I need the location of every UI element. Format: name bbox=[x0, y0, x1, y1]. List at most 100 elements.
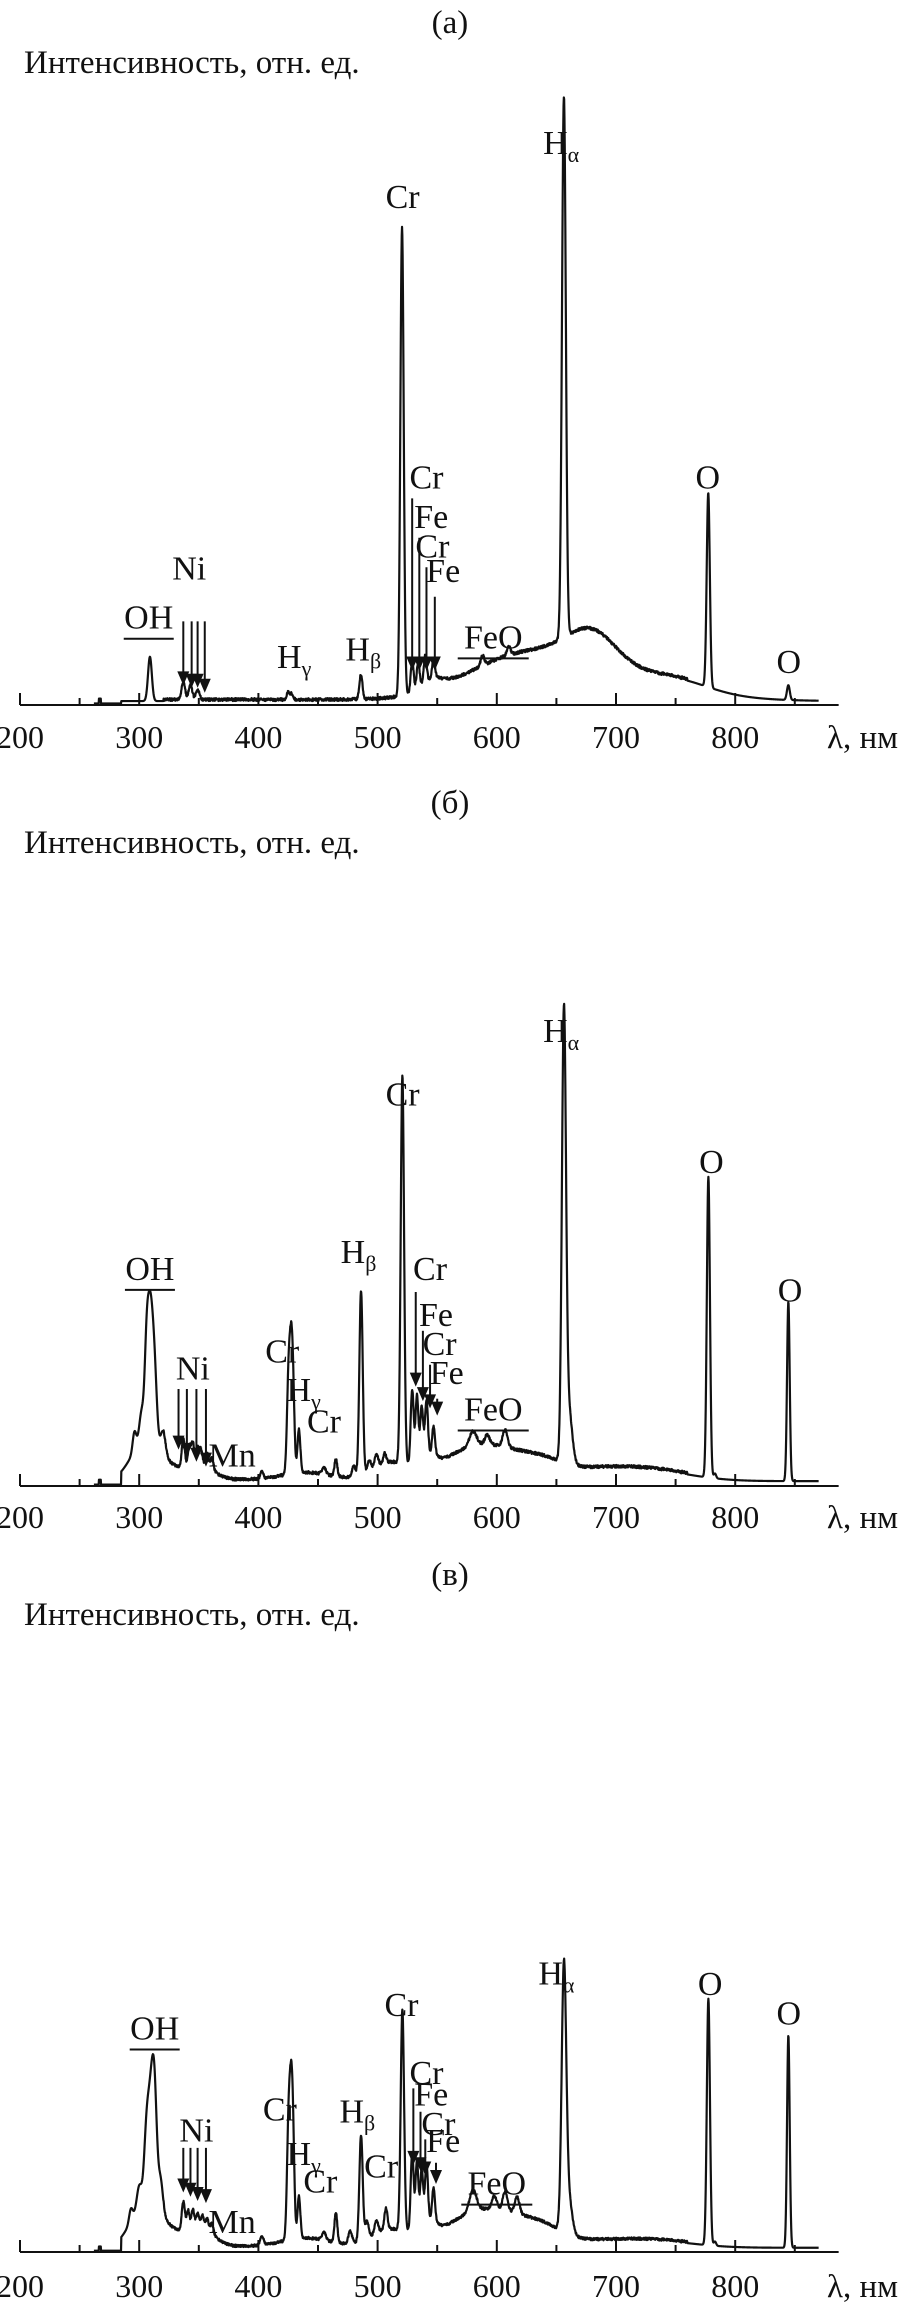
peak-annotation: Ni bbox=[176, 1350, 210, 1387]
x-tick-label: 500 bbox=[354, 719, 402, 755]
peak-annotation: Fe bbox=[414, 499, 448, 536]
peak-annotation: Cr bbox=[415, 528, 450, 565]
arrow-head bbox=[416, 1387, 429, 1402]
peak-annotation: Mn bbox=[209, 2204, 256, 2241]
panel-label: (в) bbox=[431, 1557, 469, 1593]
spectrum-line bbox=[93, 1002, 820, 1486]
arrow-head bbox=[420, 656, 433, 671]
x-tick-label: 500 bbox=[354, 1499, 402, 1535]
peak-annotation: O bbox=[698, 1966, 723, 2003]
x-tick-label: 400 bbox=[234, 2268, 282, 2304]
x-tick-label: 700 bbox=[592, 1499, 640, 1535]
x-tick-label: 300 bbox=[115, 719, 163, 755]
x-tick-label: 400 bbox=[234, 1499, 282, 1535]
peak-annotation: FeO bbox=[468, 2166, 527, 2203]
peak-annotation: Ni bbox=[172, 551, 206, 588]
arrow-head bbox=[177, 671, 190, 686]
arrow-head bbox=[184, 2182, 197, 2197]
x-tick-label: 700 bbox=[592, 719, 640, 755]
arrow-head bbox=[180, 1442, 193, 1457]
y-axis-label: Интенсивность, отн. ед. bbox=[24, 825, 360, 861]
peak-annotation: Fe bbox=[419, 1297, 453, 1334]
arrow-head bbox=[409, 1372, 422, 1387]
peak-annotation: Cr bbox=[409, 460, 444, 497]
peak-annotation: Hβ bbox=[339, 2093, 375, 2135]
peak-annotation: Cr bbox=[421, 2106, 456, 2143]
arrow-head bbox=[407, 2150, 420, 2165]
spectrum-line bbox=[93, 96, 820, 705]
peak-annotation: Cr bbox=[364, 2149, 399, 2186]
peak-annotation: OH bbox=[124, 600, 173, 637]
peak-annotation: Hβ bbox=[341, 1234, 377, 1276]
x-tick-label: 200 bbox=[0, 1499, 44, 1535]
x-tick-label: 800 bbox=[711, 2268, 759, 2304]
panel-a: (а) Интенсивность, отн. ед. λ, нм 200 300… bbox=[0, 5, 898, 756]
peak-annotation: Fe bbox=[414, 2076, 448, 2113]
peak-annotation: O bbox=[699, 1144, 724, 1181]
peak-annotation: Fe bbox=[430, 1355, 464, 1392]
x-tick-label: 200 bbox=[0, 2268, 44, 2304]
arrow-head bbox=[172, 1435, 185, 1450]
peak-annotation: Cr bbox=[409, 2055, 444, 2092]
peak-annotation: Ni bbox=[179, 2113, 213, 2150]
peak-annotation: Hγ bbox=[277, 639, 312, 681]
x-tick-label: 300 bbox=[115, 2268, 163, 2304]
x-tick-label: 600 bbox=[473, 719, 521, 755]
arrow-head bbox=[199, 2189, 212, 2204]
arrow-head bbox=[199, 1452, 212, 1467]
y-axis-label: Интенсивность, отн. ед. bbox=[24, 1597, 360, 1633]
x-axis-label: λ, нм bbox=[827, 1500, 898, 1536]
panel-c: (в) Интенсивность, отн. ед. λ, нм 200 300… bbox=[0, 1557, 898, 2305]
peak-annotation: Cr bbox=[423, 1326, 458, 1363]
peak-annotation: OH bbox=[130, 2011, 179, 2048]
x-axis-label: λ, нм bbox=[827, 2269, 898, 2305]
x-tick-label: 600 bbox=[473, 1499, 521, 1535]
arrow-head bbox=[191, 673, 204, 688]
x-tick-label: 500 bbox=[354, 2268, 402, 2304]
peak-annotation: O bbox=[777, 1996, 802, 2033]
peak-annotation: Hβ bbox=[345, 632, 381, 674]
y-axis-label: Интенсивность, отн. ед. bbox=[24, 45, 360, 81]
panel-b: (б) Интенсивность, отн. ед. λ, нм 200 300… bbox=[0, 785, 898, 1536]
peak-annotation: Cr bbox=[263, 2091, 298, 2128]
x-tick-label: 800 bbox=[711, 719, 759, 755]
peak-annotation: Cr bbox=[307, 1404, 342, 1441]
arrow-head bbox=[191, 2187, 204, 2201]
peak-annotation: Cr bbox=[386, 1076, 421, 1113]
arrow-head bbox=[190, 1447, 203, 1462]
peak-annotation: Mn bbox=[209, 1438, 256, 1475]
x-tick-label: 200 bbox=[0, 719, 44, 755]
peak-annotation: Hα bbox=[543, 1013, 580, 1055]
peak-annotation: O bbox=[778, 1273, 803, 1310]
panel-label: (б) bbox=[431, 785, 470, 821]
peak-annotation: O bbox=[777, 644, 802, 681]
x-tick-label: 700 bbox=[592, 2268, 640, 2304]
peak-annotation: Cr bbox=[413, 1251, 448, 1288]
peak-annotation: Hα bbox=[538, 1955, 575, 1997]
arrow-head bbox=[424, 1394, 437, 1409]
x-tick-label: 800 bbox=[711, 1499, 759, 1535]
arrow-head bbox=[419, 2161, 432, 2176]
peak-annotation: Cr bbox=[384, 1987, 419, 2024]
x-tick-label: 600 bbox=[473, 2268, 521, 2304]
panel-label: (а) bbox=[432, 5, 469, 41]
peak-annotation: Fe bbox=[426, 2123, 460, 2160]
peak-annotation: Cr bbox=[386, 179, 421, 216]
peak-annotation: FeO bbox=[464, 619, 523, 656]
peak-annotation: OH bbox=[125, 1251, 174, 1288]
arrow-head bbox=[198, 678, 211, 693]
peak-annotation: O bbox=[696, 460, 721, 497]
spectrum-line bbox=[93, 1957, 820, 2252]
peak-annotation: Fe bbox=[426, 553, 460, 590]
x-tick-label: 300 bbox=[115, 1499, 163, 1535]
arrow-head bbox=[431, 1401, 444, 1416]
peak-annotation: Cr bbox=[303, 2164, 338, 2201]
arrow-head bbox=[177, 2178, 190, 2193]
peak-annotation: Cr bbox=[265, 1333, 300, 1370]
arrow-head bbox=[430, 2170, 443, 2184]
x-tick-label: 400 bbox=[234, 719, 282, 755]
arrow-head bbox=[428, 656, 441, 671]
peak-annotation: Hα bbox=[543, 125, 580, 167]
x-axis-label: λ, нм bbox=[827, 720, 898, 756]
